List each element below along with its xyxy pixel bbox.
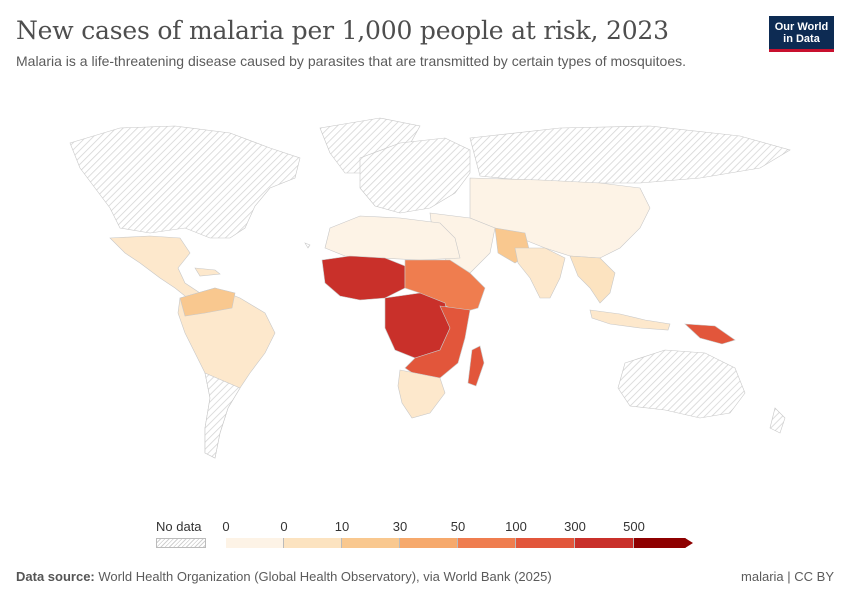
map-indonesia[interactable] bbox=[589, 309, 671, 331]
map-west-africa[interactable] bbox=[321, 255, 406, 301]
legend-bin bbox=[458, 538, 516, 548]
logo-line-2: in Data bbox=[783, 33, 820, 45]
logo-line-1: Our World bbox=[774, 21, 829, 33]
map-papua-new-guinea[interactable] bbox=[684, 323, 736, 345]
data-source-text: World Health Organization (Global Health… bbox=[98, 569, 552, 584]
data-source-label: Data source: bbox=[16, 569, 95, 584]
legend-bin bbox=[400, 538, 458, 548]
legend-tick-label: 0 bbox=[222, 519, 230, 534]
map-new-zealand[interactable] bbox=[769, 407, 786, 434]
map-central-africa[interactable] bbox=[384, 292, 451, 359]
legend-tick-label: 10 bbox=[334, 519, 350, 534]
legend-arrow bbox=[685, 538, 693, 548]
owid-logo[interactable]: Our World in Data bbox=[769, 16, 834, 52]
legend-bin bbox=[575, 538, 634, 548]
map-southeast-asia[interactable] bbox=[569, 255, 616, 304]
license-text: malaria | CC BY bbox=[741, 569, 834, 584]
map-venezuela[interactable] bbox=[179, 287, 236, 317]
color-legend: No data 0 0 10 30 50 100 300 500 bbox=[150, 515, 710, 555]
map-australia[interactable] bbox=[617, 349, 746, 419]
page-subtitle: Malaria is a life-threatening disease ca… bbox=[16, 53, 687, 69]
legend-bin bbox=[342, 538, 400, 548]
legend-no-data-label: No data bbox=[156, 519, 202, 534]
legend-tick-label: 100 bbox=[505, 519, 527, 534]
legend-bin bbox=[284, 538, 342, 548]
map-madagascar[interactable] bbox=[467, 345, 485, 387]
world-map bbox=[69, 117, 791, 459]
map-russia[interactable] bbox=[469, 125, 791, 184]
legend-tick-label: 300 bbox=[564, 519, 586, 534]
legend-tick-label: 500 bbox=[623, 519, 645, 534]
map-mexico-central-america[interactable] bbox=[109, 235, 206, 304]
legend-tick-label: 0 bbox=[280, 519, 288, 534]
map-north-america[interactable] bbox=[69, 125, 301, 239]
map-india[interactable] bbox=[514, 247, 566, 299]
map-caribbean[interactable] bbox=[194, 267, 221, 277]
data-source: Data source: World Health Organization (… bbox=[16, 569, 552, 584]
map-north-africa[interactable] bbox=[324, 215, 461, 261]
legend-bin bbox=[516, 538, 575, 548]
map-europe[interactable] bbox=[359, 137, 471, 214]
legend-no-data-swatch bbox=[156, 538, 206, 548]
map-southern-africa[interactable] bbox=[397, 369, 446, 419]
legend-bin bbox=[634, 538, 686, 548]
map-small-island[interactable] bbox=[304, 242, 311, 249]
map-southern-cone[interactable] bbox=[204, 372, 241, 459]
legend-tick-label: 30 bbox=[392, 519, 408, 534]
legend-bin bbox=[226, 538, 284, 548]
legend-tick-label: 50 bbox=[450, 519, 466, 534]
page-title: New cases of malaria per 1,000 people at… bbox=[16, 16, 669, 45]
